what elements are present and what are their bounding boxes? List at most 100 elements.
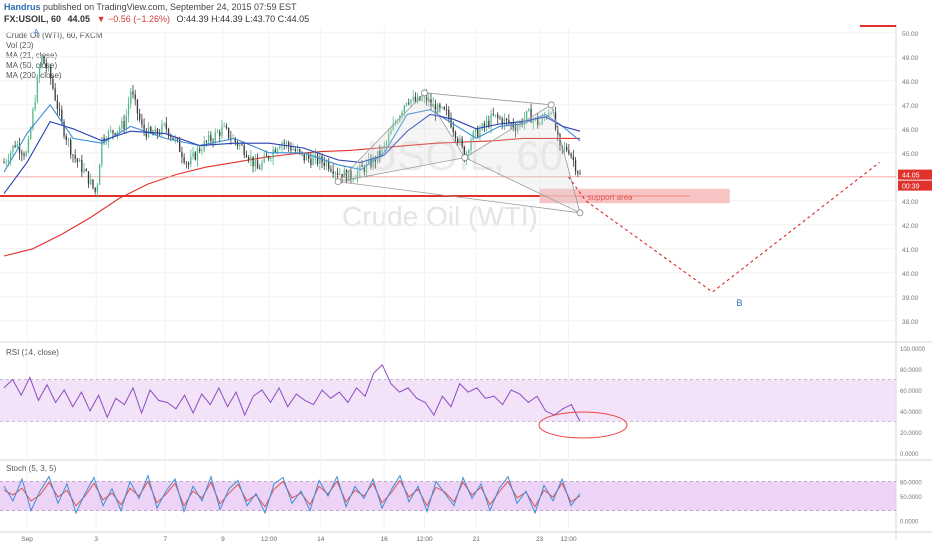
legend-ma200[interactable]: MA (200, close) (6, 71, 62, 80)
legend-ma21[interactable]: MA (21, close) (6, 51, 58, 60)
candle-body (530, 109, 532, 123)
candle-body (267, 156, 270, 159)
candle-body (303, 153, 305, 161)
stoch-k-line (3, 474, 581, 515)
candle-body (34, 101, 36, 110)
candle-body (550, 113, 552, 114)
countdown-badge (898, 180, 932, 191)
candle-body (361, 165, 363, 168)
symbol-bar: FX:USOIL, 60 44.05 ▼ −0.56 (−1.26%) O:44… (4, 14, 313, 24)
candle-body (221, 126, 223, 136)
legend-symbol[interactable]: Crude Oil (WTI), 60, FXCM (6, 31, 103, 40)
pattern-point (547, 101, 555, 109)
stoch-legend[interactable]: Stoch (5, 3, 5) (6, 464, 57, 473)
ma200-line (3, 137, 580, 257)
support-zone (539, 188, 730, 204)
candle-body (308, 155, 310, 159)
stoch-tick-label: 50.0000 (900, 495, 922, 501)
candle-body (167, 128, 170, 137)
candle-body (405, 102, 408, 106)
candle-body (472, 131, 474, 140)
candle-body (67, 139, 70, 141)
candle-body (114, 133, 116, 136)
rsi-tick-label: 100.0000 (900, 347, 926, 353)
candle-body (54, 88, 56, 101)
candle-body (296, 149, 299, 151)
legend-ma50[interactable]: MA (50, close) (6, 61, 58, 70)
candle-body (201, 150, 203, 152)
author-name[interactable]: Handrus (4, 2, 41, 12)
candle-body (528, 109, 530, 111)
pattern-triangle (336, 92, 466, 183)
candle-body (470, 139, 472, 151)
candle-body (312, 157, 314, 165)
candle-body (461, 138, 463, 147)
candle-body (565, 146, 568, 151)
candle-body (283, 142, 285, 144)
last-price: 44.05 (67, 14, 91, 24)
candle-body (143, 124, 145, 131)
candle-body (403, 105, 405, 113)
panel-frames (0, 24, 932, 540)
time-tick-label: 12:00 (560, 536, 577, 543)
price-legend: Crude Oil (WTI), 60, FXCM Vol (20) MA (2… (6, 31, 102, 81)
symbol-label[interactable]: FX:USOIL, 60 (4, 14, 62, 24)
candle-body (521, 121, 523, 125)
candle-body (47, 66, 50, 69)
candle-body (501, 118, 503, 125)
rsi-tick-label: 20.0000 (900, 431, 922, 437)
candle-body (441, 107, 443, 108)
candle-body (579, 173, 581, 175)
candle-body (41, 55, 43, 68)
candle-body (365, 163, 368, 173)
candle-body (396, 121, 399, 123)
rsi-legend[interactable]: RSI (14, close) (6, 348, 59, 357)
candle-body (241, 144, 243, 146)
candle-body (265, 155, 268, 157)
rsi-band (0, 379, 896, 422)
candle-body (245, 154, 248, 158)
candle-body (154, 129, 156, 136)
candle-body (234, 138, 236, 142)
candle-body (247, 157, 250, 160)
candle-body (225, 125, 228, 128)
price-badges: 44.05 00:39 (898, 169, 932, 191)
last-price-badge-text: 44.05 (902, 173, 920, 180)
candle-body (187, 162, 190, 165)
candle-body (399, 115, 401, 122)
candle-body (87, 171, 90, 185)
price-tick-label: 39.00 (902, 295, 919, 302)
price-tick-label: 49.00 (902, 55, 919, 62)
candle-body (210, 135, 212, 141)
candle-body (439, 104, 441, 108)
candle-body (477, 128, 479, 138)
candle-body (96, 184, 99, 192)
candle-body (270, 158, 272, 159)
candle-body (194, 152, 196, 160)
price-axis: 38.0039.0040.0041.0042.0043.0044.0045.00… (902, 31, 919, 326)
legend-volume[interactable]: Vol (20) (6, 41, 34, 50)
candle-body (243, 145, 245, 155)
candle-body (21, 152, 23, 155)
pattern-point (576, 209, 584, 217)
rsi-tick-label: 60.0000 (900, 389, 922, 395)
candle-body (425, 94, 428, 102)
candle-body (227, 127, 230, 138)
candle-body (339, 173, 341, 175)
candle-body (185, 162, 188, 164)
candle-body (236, 141, 239, 146)
top-marker-label: A (34, 29, 39, 36)
candle-body (345, 170, 348, 182)
candle-body (98, 164, 101, 185)
candle-body (94, 187, 96, 192)
candle-body (408, 102, 410, 104)
candle-body (252, 156, 254, 167)
candle-body (176, 138, 179, 140)
candle-body (50, 66, 52, 79)
stoch-tick-label: 80.0000 (900, 480, 922, 486)
candle-body (261, 162, 263, 169)
candle-body (452, 127, 454, 132)
candle-body (332, 170, 334, 174)
price-change: ▼ −0.56 (−1.26%) (96, 14, 171, 24)
